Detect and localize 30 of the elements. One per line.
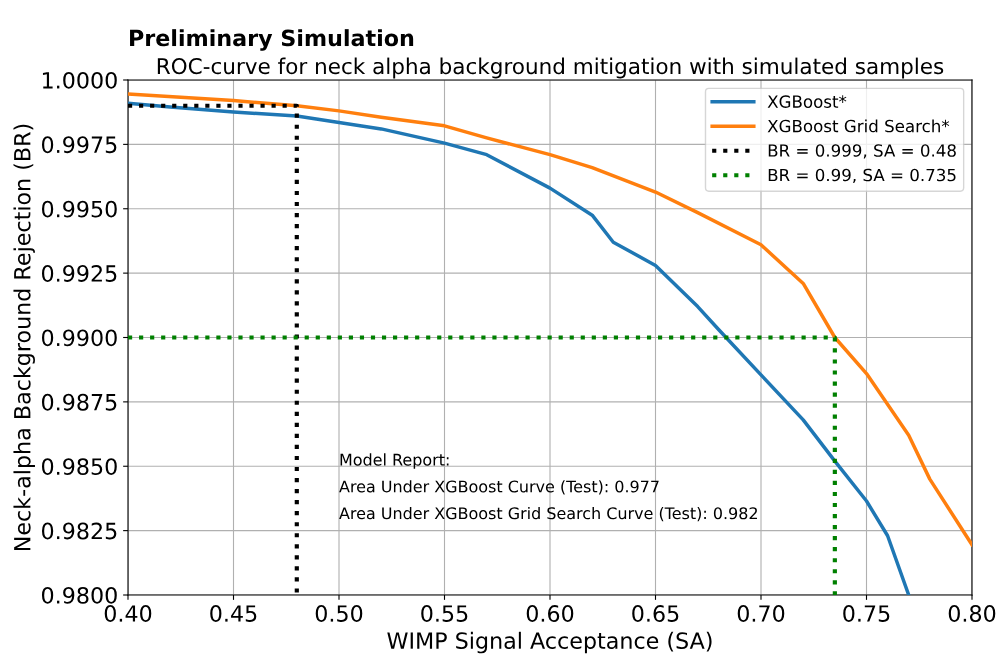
x-tick-label: 0.45: [210, 605, 257, 622]
y-tick-label: 0.9850: [41, 458, 117, 476]
x-tick-label: 0.70: [737, 605, 785, 622]
y-tick-label: 0.9900: [41, 329, 117, 347]
x-tick-label: 0.40: [104, 605, 152, 622]
x-tick-label: 0.75: [843, 605, 890, 622]
legend-label: BR = 0.999, SA = 0.48: [768, 144, 956, 159]
annotation: Model Report:: [340, 453, 449, 469]
x-tick-label: 0.50: [315, 605, 363, 622]
y-tick-label: 0.9925: [41, 265, 117, 282]
chart-title: Preliminary Simulation: [130, 29, 414, 51]
annotation: Area Under XGBoost Curve (Test): 0.977: [339, 480, 659, 495]
legend-label: XGBoost Grid Search*: [767, 119, 950, 133]
x-tick-label: 0.55: [421, 605, 468, 622]
y-axis-title: Neck-alpha Background Rejection (BR): [13, 124, 35, 551]
annotation: Area Under XGBoost Grid Search Curve (Test): 0.982: [339, 506, 757, 522]
x-tick-label: 0.65: [632, 605, 679, 622]
legend-label: XGBoost*: [767, 95, 847, 108]
chart-subtitle: ROC-curve for neck alpha background mitigation with simulated samples: [157, 57, 944, 79]
x-tick-label: 0.60: [526, 605, 574, 622]
legend-label: BR = 0.99, SA = 0.735: [768, 168, 956, 183]
y-tick-label: 0.9875: [41, 393, 117, 411]
y-tick-label: 0.9800: [41, 586, 117, 604]
x-axis-title: WIMP Signal Acceptance (SA): [387, 631, 712, 654]
y-tick-label: 0.9975: [41, 136, 117, 154]
y-tick-label: 0.9950: [41, 200, 117, 218]
y-tick-label: 0.9825: [41, 522, 117, 540]
x-tick-label: 0.80: [948, 605, 996, 622]
y-tick-label: 1.0000: [42, 71, 117, 89]
line-series: [128, 92, 972, 547]
